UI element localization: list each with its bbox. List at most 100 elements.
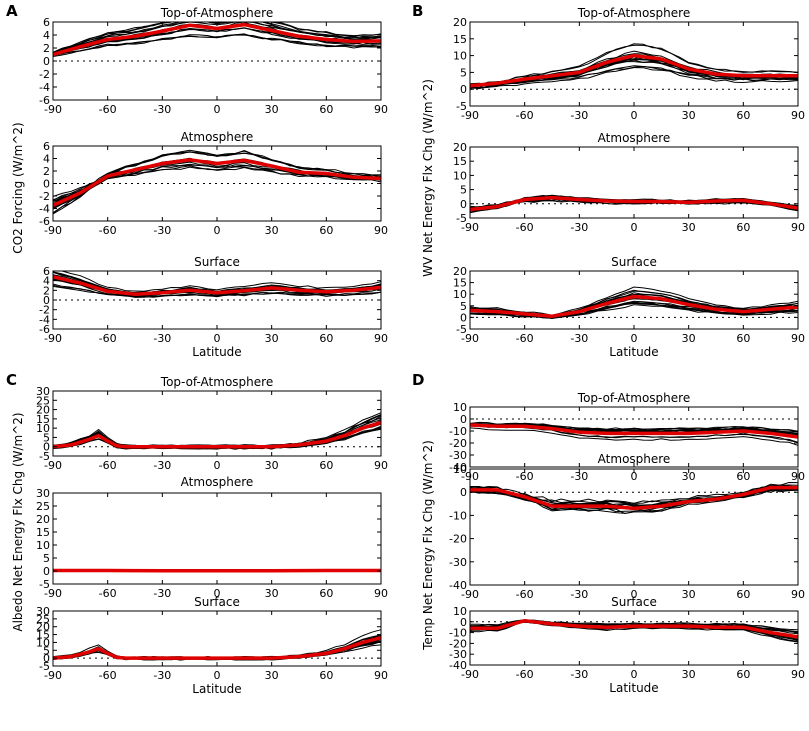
- subplot-title: Atmosphere: [181, 130, 254, 144]
- y-tick-label: -4: [39, 81, 50, 94]
- y-tick-label: 4: [43, 153, 50, 166]
- y-tick-label: -20: [449, 637, 467, 650]
- x-tick-label: -90: [44, 459, 62, 472]
- y-tick-label: 20: [36, 513, 50, 526]
- y-tick-label: 10: [36, 422, 50, 435]
- x-tick-label: 30: [682, 221, 696, 234]
- x-tick-label: -90: [44, 587, 62, 600]
- x-tick-label: 90: [791, 332, 805, 345]
- ensemble-line: [470, 422, 799, 432]
- x-tick-label: 0: [214, 459, 221, 472]
- y-tick-label: -30: [449, 556, 467, 569]
- y-tick-label: 0: [460, 616, 467, 629]
- ensemble-line: [52, 634, 382, 660]
- x-tick-label: 0: [631, 470, 638, 483]
- subplot-title: Atmosphere: [598, 131, 671, 145]
- y-tick-label: -5: [39, 578, 50, 591]
- panel-letter: D: [412, 371, 424, 389]
- panel-letter: C: [6, 371, 17, 389]
- mean-line: [469, 53, 798, 88]
- x-tick-label: 30: [265, 459, 279, 472]
- y-tick-label: 20: [36, 404, 50, 417]
- x-tick-label: -30: [153, 587, 171, 600]
- y-tick-label: 20: [36, 621, 50, 634]
- panel-c: C Albedo Net Energy Flx Chg (W/m^2) Top-of…: [6, 371, 388, 696]
- ensemble-line: [52, 27, 382, 56]
- y-tick-label: 4: [43, 29, 50, 42]
- y-tick-label: 10: [36, 539, 50, 552]
- y-tick-label: 20: [453, 16, 467, 29]
- y-tick-label: -5: [456, 323, 467, 336]
- panel-b: B WV Net Energy Flx Chg (W/m^2) Top-of-Atm…: [412, 2, 805, 359]
- x-tick-label: 0: [631, 221, 638, 234]
- y-tick-label: 5: [43, 552, 50, 565]
- x-tick-label: 60: [319, 332, 333, 345]
- y-tick-label: -10: [449, 509, 467, 522]
- y-tick-label: -2: [39, 68, 50, 81]
- x-tick-label: -30: [153, 332, 171, 345]
- x-tick-label: -60: [516, 470, 534, 483]
- y-tick-label: 15: [36, 526, 50, 539]
- x-tick-label: -30: [570, 588, 588, 601]
- y-tick-label: -30: [449, 449, 467, 462]
- x-tick-label: -60: [516, 109, 534, 122]
- x-tick-label: 30: [265, 224, 279, 237]
- x-tick-label: 60: [736, 332, 750, 345]
- x-tick-label: -90: [44, 669, 62, 682]
- x-tick-label: 60: [736, 470, 750, 483]
- y-axis-label: Albedo Net Energy Flx Chg (W/m^2): [11, 412, 25, 631]
- y-tick-label: -2: [39, 190, 50, 203]
- x-tick-label: -30: [570, 109, 588, 122]
- mean-line: [52, 636, 382, 660]
- x-tick-label: 60: [319, 224, 333, 237]
- x-tick-label: 60: [319, 669, 333, 682]
- y-tick-label: -2: [39, 304, 50, 317]
- y-tick-label: -40: [449, 659, 467, 672]
- y-tick-label: -6: [39, 323, 50, 336]
- x-tick-label: -30: [153, 103, 171, 116]
- ensemble-line: [52, 165, 382, 202]
- x-tick-label: -30: [570, 668, 588, 681]
- x-tick-label: 30: [682, 588, 696, 601]
- y-tick-label: 15: [453, 277, 467, 290]
- y-tick-label: 0: [43, 565, 50, 578]
- mean-line: [470, 485, 798, 511]
- x-tick-label: -60: [516, 221, 534, 234]
- x-tick-label: 90: [374, 587, 388, 600]
- plot-frame: [469, 610, 799, 666]
- x-tick-label: 0: [214, 224, 221, 237]
- y-tick-label: 0: [460, 83, 467, 96]
- y-tick-label: 10: [453, 288, 467, 301]
- x-tick-label: -30: [153, 669, 171, 682]
- subplot-title: Atmosphere: [598, 452, 671, 466]
- x-tick-label: 0: [631, 668, 638, 681]
- x-tick-label: 0: [214, 669, 221, 682]
- y-tick-label: -20: [449, 533, 467, 546]
- x-tick-label: -90: [461, 332, 479, 345]
- y-tick-label: 15: [36, 629, 50, 642]
- y-tick-label: 5: [460, 66, 467, 79]
- x-tick-label: -30: [570, 470, 588, 483]
- mean-line: [52, 22, 382, 57]
- x-tick-label: 60: [736, 221, 750, 234]
- mean-line: [469, 294, 799, 318]
- x-tick-label: -60: [99, 587, 117, 600]
- x-tick-label: -90: [44, 103, 62, 116]
- y-tick-label: 25: [36, 500, 50, 513]
- x-tick-label: -90: [44, 224, 62, 237]
- y-tick-label: -4: [39, 203, 50, 216]
- x-tick-label: -60: [99, 459, 117, 472]
- y-tick-label: 10: [453, 169, 467, 182]
- y-tick-label: -6: [39, 215, 50, 228]
- y-tick-label: -30: [449, 648, 467, 661]
- x-tick-label: 30: [265, 587, 279, 600]
